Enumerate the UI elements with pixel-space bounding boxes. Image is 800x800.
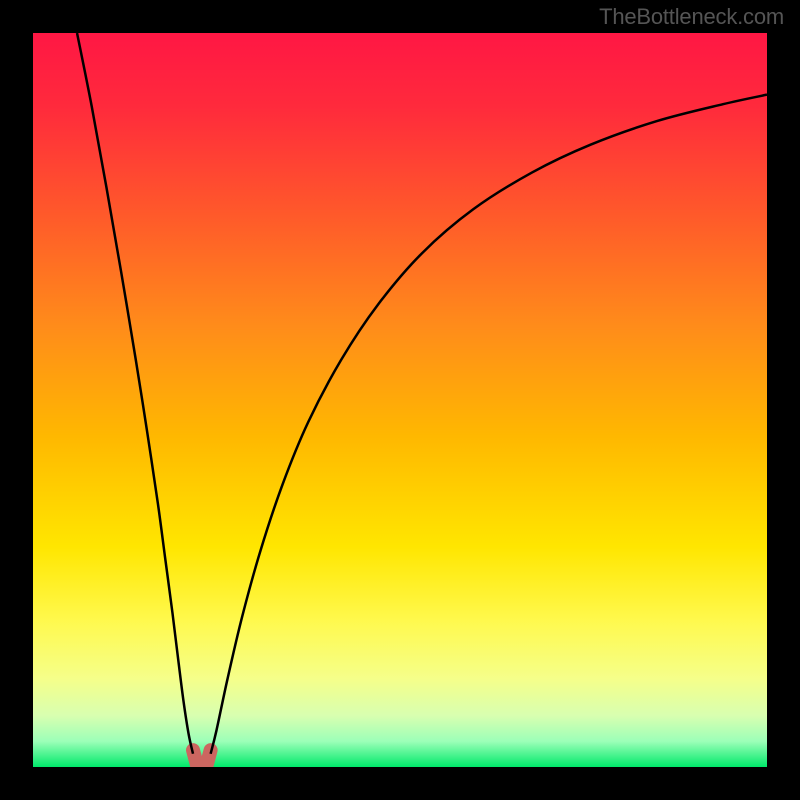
plot-area: [33, 33, 767, 767]
right-curve: [211, 95, 767, 754]
watermark-text: TheBottleneck.com: [599, 4, 784, 30]
chart-container: TheBottleneck.com: [0, 0, 800, 800]
curves-layer: [33, 33, 767, 767]
bottom-connector: [193, 750, 211, 764]
left-curve: [77, 33, 193, 754]
